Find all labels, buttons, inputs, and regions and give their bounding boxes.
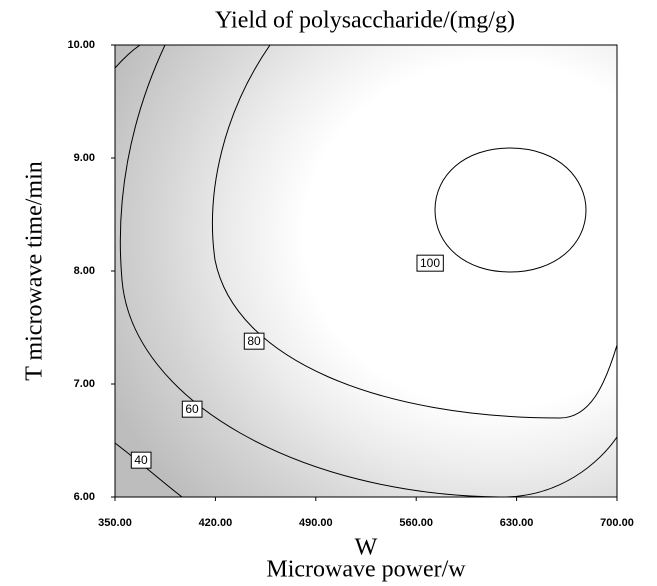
x-tick-label: 700.00 (600, 517, 634, 529)
x-axis-label: Microwave power/w (266, 557, 466, 583)
x-tick-label: 630.00 (500, 517, 534, 529)
contour-label-box (130, 451, 152, 469)
contour-label: 60 (185, 402, 199, 416)
x-tick-label: 560.00 (399, 517, 433, 529)
y-axis-label: T microwave time/min (22, 161, 48, 381)
contour-line (115, 442, 183, 497)
contour-label-box (243, 332, 265, 350)
y-tick-label: 6.00 (74, 491, 95, 503)
chart-title: Yield of polysaccharide/(mg/g) (215, 8, 515, 34)
y-tick-label: 7.00 (74, 378, 95, 390)
surface-shading (115, 45, 617, 497)
y-tick-label: 9.00 (74, 152, 95, 164)
contour-line (115, 45, 141, 69)
contour-line (212, 45, 617, 419)
contour-line (119, 45, 617, 497)
contour-label: 100 (420, 256, 440, 270)
x-tick-label: 420.00 (199, 517, 233, 529)
contour-line (434, 147, 587, 273)
y-tick-label: 10.00 (67, 39, 95, 51)
x-tick-label: 350.00 (98, 517, 132, 529)
x-tick-label: 490.00 (299, 517, 333, 529)
contour-group (115, 45, 617, 497)
contour-label-box (416, 254, 444, 272)
contour-label: 40 (134, 453, 148, 467)
x-axis-symbol: W (355, 535, 378, 561)
contour-label: 80 (247, 334, 261, 348)
y-tick-label: 8.00 (74, 265, 95, 277)
contour-label-box (181, 400, 203, 418)
